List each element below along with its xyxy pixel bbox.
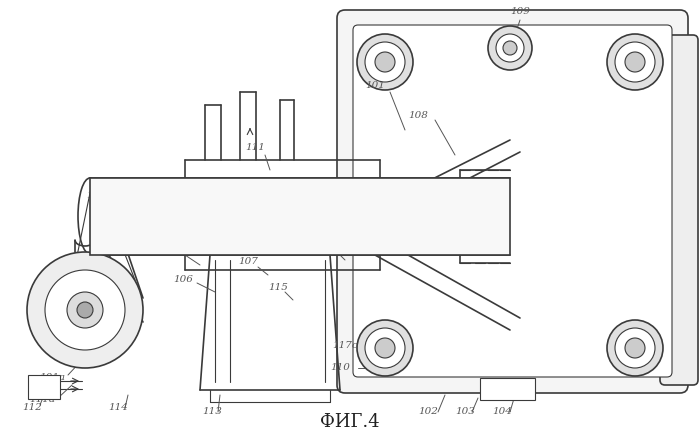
Text: 111a: 111a	[29, 396, 55, 405]
Text: 107: 107	[238, 258, 258, 267]
Circle shape	[365, 328, 405, 368]
Bar	[28, 375, 60, 399]
Text: 101a: 101a	[39, 374, 65, 383]
Text: 108: 108	[408, 111, 428, 120]
Bar	[90, 178, 510, 255]
Text: 117c: 117c	[332, 341, 358, 350]
Circle shape	[625, 52, 645, 72]
Text: 101b: 101b	[152, 243, 178, 252]
FancyBboxPatch shape	[337, 10, 688, 393]
Text: 102: 102	[418, 408, 438, 417]
Text: 113: 113	[202, 408, 222, 417]
Circle shape	[615, 42, 655, 82]
Circle shape	[45, 270, 125, 350]
Text: ФИГ.4: ФИГ.4	[320, 413, 380, 430]
Circle shape	[607, 34, 663, 90]
Text: 111: 111	[245, 144, 265, 153]
Text: 101c: 101c	[312, 240, 338, 249]
Text: 115: 115	[268, 283, 288, 292]
Text: 111b: 111b	[87, 190, 113, 200]
FancyBboxPatch shape	[353, 25, 672, 377]
Text: 103: 103	[455, 408, 475, 417]
Text: 106: 106	[173, 276, 193, 285]
Circle shape	[625, 338, 645, 358]
Text: 114: 114	[108, 403, 128, 412]
Circle shape	[615, 328, 655, 368]
Bar	[480, 378, 535, 400]
Text: 104: 104	[492, 408, 512, 417]
Circle shape	[357, 320, 413, 376]
Circle shape	[375, 338, 395, 358]
Circle shape	[77, 302, 93, 318]
Text: 112: 112	[22, 403, 42, 412]
Circle shape	[488, 26, 532, 70]
Circle shape	[27, 252, 143, 368]
Circle shape	[503, 41, 517, 55]
Circle shape	[357, 34, 413, 90]
Circle shape	[496, 34, 524, 62]
Text: 101: 101	[365, 80, 385, 89]
Text: 109: 109	[510, 7, 530, 16]
Text: 110: 110	[330, 363, 350, 372]
Circle shape	[607, 320, 663, 376]
FancyBboxPatch shape	[660, 35, 698, 385]
Circle shape	[375, 52, 395, 72]
Text: 105: 105	[62, 307, 82, 316]
Circle shape	[67, 292, 103, 328]
Circle shape	[365, 42, 405, 82]
